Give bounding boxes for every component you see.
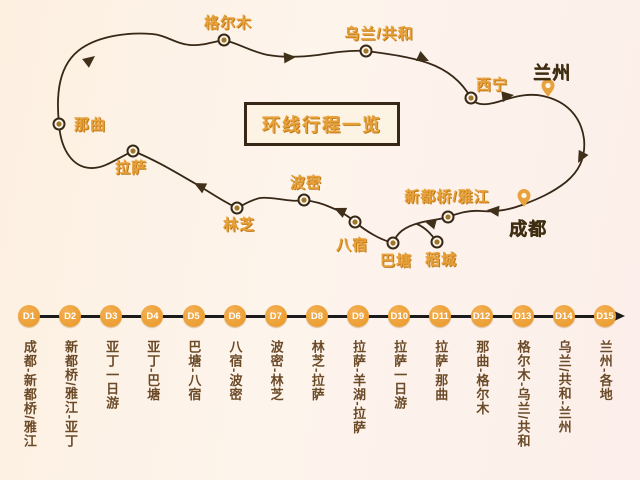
day-route-d2: 新都桥/雅江-亚丁 [62, 340, 78, 448]
city-node-icon-bomi [297, 193, 311, 207]
timeline-item-d8: D8 林芝-拉萨 [305, 305, 329, 448]
day-marker-d4: D4 [141, 305, 164, 327]
city-label-basu: 八宿 [335, 236, 369, 254]
location-pin-icon-chengdu [517, 189, 531, 207]
page-title: 环线行程一览 [244, 102, 400, 146]
city-node-icon-lasa [126, 144, 140, 158]
timeline-item-d14: D14 乌兰/共和-兰州 [552, 305, 576, 448]
route-segment-xinduqiao-batang [392, 216, 449, 244]
route-segment-lasa-naqu [58, 123, 134, 169]
timeline-item-d4: D4 亚丁-巴塘 [140, 305, 164, 448]
day-route-d12: 那曲-格尔木 [474, 340, 490, 416]
day-route-d9: 拉萨-羊湖-拉萨 [350, 340, 366, 435]
city-label-bomi: 波密 [289, 174, 323, 192]
day-route-d14: 乌兰/共和-兰州 [556, 340, 572, 434]
day-route-d11: 拉萨-那曲 [433, 340, 449, 402]
route-segment-bomi-linzhi [236, 196, 305, 209]
day-marker-d8: D8 [305, 305, 328, 327]
route-segment-naqu-geermu [57, 32, 225, 125]
direction-arrow-icon [283, 52, 296, 64]
day-marker-d11: D11 [429, 305, 452, 327]
day-route-d13: 格尔木-乌兰/共和 [515, 340, 531, 448]
city-node-icon-batang [386, 236, 400, 250]
city-label-linzhi: 林芝 [222, 216, 256, 234]
day-route-d15: 兰州-各地 [597, 340, 613, 402]
city-node-icon-xining [464, 91, 478, 105]
city-node-icon-geermu [217, 33, 231, 47]
day-route-d10: 拉萨一日游 [392, 340, 408, 410]
city-label-geermu: 格尔木 [203, 14, 253, 32]
city-label-lasa: 拉萨 [114, 159, 148, 177]
day-marker-d7: D7 [264, 305, 287, 327]
route-segment-linzhi-lasa [132, 150, 238, 209]
day-route-d1: 成都-新都桥/雅江 [21, 340, 37, 448]
route-path [57, 32, 586, 244]
city-label-wulan: 乌兰/共和 [344, 25, 414, 43]
city-node-icon-basu [348, 215, 362, 229]
direction-arrow-icon [487, 205, 500, 217]
day-marker-d1: D1 [18, 305, 40, 327]
route-segment-chengdu-xinduqiao [447, 204, 523, 218]
day-marker-d9: D9 [347, 305, 370, 327]
city-label-xinduqiao: 新都桥/雅江 [404, 188, 490, 206]
direction-arrow-icon [82, 56, 95, 68]
day-marker-d14: D14 [552, 305, 575, 327]
day-route-d7: 波密-林芝 [268, 340, 284, 402]
timeline-item-d3: D3 亚丁一日游 [99, 305, 123, 448]
location-pin-icon-lanzhou [541, 79, 555, 97]
day-marker-d2: D2 [59, 305, 82, 327]
direction-arrow-icon [194, 183, 208, 194]
direction-arrow-icon [424, 218, 438, 230]
day-route-d4: 亚丁-巴塘 [145, 340, 161, 402]
direction-arrow-icon [415, 50, 429, 61]
city-label-batang: 巴塘 [379, 252, 413, 270]
timeline-item-d13: D13 格尔木-乌兰/共和 [511, 305, 535, 448]
direction-arrow-icon [501, 91, 514, 103]
route-map: 格尔木 乌兰/共和 西宁 兰州 那曲 拉萨 林芝 波密 八宿 巴塘 稻城 新都桥… [52, 14, 589, 270]
timeline-item-d6: D6 八宿-波密 [223, 305, 247, 448]
day-marker-d12: D12 [470, 305, 493, 327]
timeline-item-d9: D9 拉萨-羊湖-拉萨 [346, 305, 370, 448]
city-nodes [52, 33, 478, 250]
direction-arrow-icon [334, 207, 348, 218]
timeline-item-d5: D5 巴塘-八宿 [182, 305, 206, 448]
city-label-daocheng: 稻城 [424, 251, 458, 269]
day-marker-d6: D6 [223, 305, 246, 327]
day-marker-d13: D13 [511, 305, 534, 327]
route-segment-basu-bomi [303, 199, 356, 223]
timeline-item-d12: D12 那曲-格尔木 [470, 305, 494, 448]
direction-arrow-icon [578, 149, 589, 163]
city-label-naqu: 那曲 [73, 116, 107, 134]
timeline-item-d11: D11 拉萨-那曲 [428, 305, 452, 448]
timeline-item-d7: D7 波密-林芝 [264, 305, 288, 448]
direction-arrows [82, 50, 589, 230]
day-marker-d3: D3 [100, 305, 123, 327]
city-node-icon-naqu [52, 117, 66, 131]
timeline-item-d10: D10 拉萨一日游 [387, 305, 411, 448]
day-route-d3: 亚丁一日游 [104, 340, 120, 410]
city-label-lanzhou: 兰州 [533, 63, 571, 83]
city-node-icon-wulan [359, 44, 373, 58]
day-route-d5: 巴塘-八宿 [186, 340, 202, 402]
route-segment-xining-lanzhou-chengdu [470, 93, 586, 206]
route-map-canvas [52, 32, 589, 250]
day-marker-d15: D15 [593, 305, 616, 327]
timeline: D1 成都-新都桥/雅江 D2 新都桥/雅江-亚丁 D3 亚丁一日游 D4 亚丁… [17, 305, 617, 448]
city-label-chengdu: 成都 [509, 219, 547, 239]
day-marker-d5: D5 [182, 305, 205, 327]
day-marker-d10: D10 [388, 305, 411, 327]
route-segment-wulan-xining [365, 50, 472, 99]
city-node-icon-daocheng [430, 235, 444, 249]
timeline-item-d2: D2 新都桥/雅江-亚丁 [58, 305, 82, 448]
city-node-icon-xinduqiao [441, 210, 455, 224]
location-pins [517, 79, 555, 207]
city-label-xining: 西宁 [475, 76, 509, 94]
day-route-d8: 林芝-拉萨 [309, 340, 325, 402]
timeline-item-d1: D1 成都-新都桥/雅江 [17, 305, 41, 448]
timeline-item-d15: D15 兰州-各地 [593, 305, 617, 448]
city-node-icon-linzhi [230, 201, 244, 215]
day-route-d6: 八宿-波密 [227, 340, 243, 402]
